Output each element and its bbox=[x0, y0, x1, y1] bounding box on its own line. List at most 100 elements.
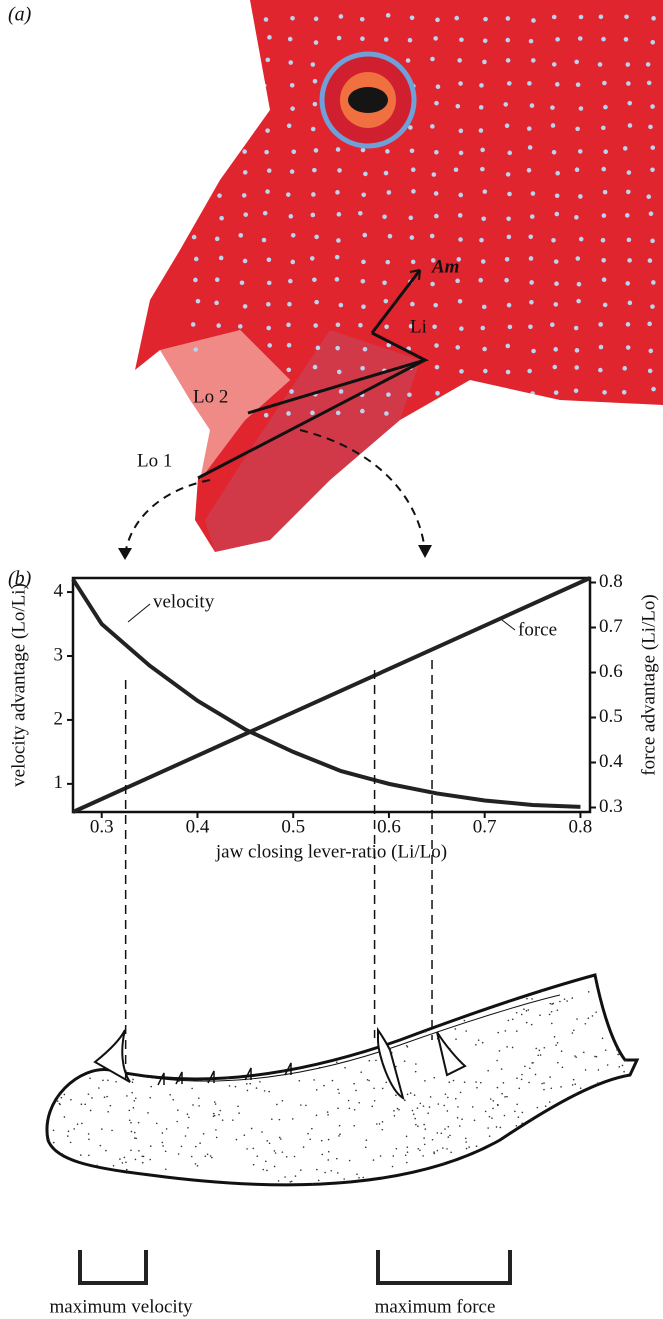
stipple bbox=[482, 1042, 484, 1044]
stipple bbox=[43, 978, 45, 980]
skin-spot bbox=[265, 128, 270, 133]
stipple bbox=[624, 1186, 626, 1188]
stipple bbox=[468, 1146, 470, 1148]
skin-spot bbox=[650, 40, 655, 45]
stipple bbox=[129, 1004, 131, 1006]
stipple bbox=[142, 1162, 144, 1164]
skin-spot bbox=[191, 322, 196, 327]
stipple bbox=[191, 1156, 193, 1158]
stipple bbox=[148, 1020, 150, 1022]
skin-spot bbox=[289, 214, 294, 219]
skin-spot bbox=[361, 279, 366, 284]
stipple bbox=[485, 1159, 487, 1161]
stipple bbox=[607, 1004, 609, 1006]
stipple bbox=[82, 1038, 84, 1040]
skin-spot bbox=[193, 106, 198, 111]
stipple bbox=[96, 970, 98, 972]
stipple bbox=[412, 1110, 414, 1112]
stipple bbox=[191, 1088, 193, 1090]
skin-spot bbox=[648, 369, 653, 374]
skin-spot bbox=[193, 83, 198, 88]
stipple bbox=[278, 1180, 280, 1182]
skin-spot bbox=[406, 58, 411, 63]
lever-label: Lo 1 bbox=[137, 450, 172, 471]
stipple bbox=[70, 1099, 72, 1101]
stipple bbox=[574, 1083, 576, 1085]
stipple bbox=[135, 975, 137, 977]
stipple bbox=[594, 1056, 596, 1058]
skin-spot bbox=[363, 172, 368, 177]
skin-spot bbox=[264, 17, 269, 22]
skin-spot bbox=[384, 325, 389, 330]
stipple bbox=[375, 1060, 377, 1062]
stipple bbox=[339, 1125, 341, 1127]
stipple bbox=[213, 1010, 215, 1012]
stipple bbox=[237, 1008, 239, 1010]
skin-spot bbox=[576, 82, 581, 87]
stipple bbox=[336, 977, 338, 979]
stipple bbox=[185, 1000, 187, 1002]
stipple bbox=[295, 1175, 297, 1177]
stipple bbox=[369, 1060, 371, 1062]
stipple bbox=[132, 1079, 134, 1081]
stipple bbox=[309, 985, 311, 987]
stipple bbox=[492, 1108, 494, 1110]
stipple bbox=[475, 1044, 477, 1046]
stipple bbox=[80, 1154, 82, 1156]
stipple bbox=[362, 997, 364, 999]
label-leader bbox=[128, 604, 150, 622]
skin-spot bbox=[267, 343, 272, 348]
skin-spot bbox=[628, 301, 633, 306]
stipple bbox=[244, 1134, 246, 1136]
skin-spot bbox=[434, 191, 439, 196]
skin-spot bbox=[527, 81, 532, 86]
stipple bbox=[300, 1104, 302, 1106]
skin-spot bbox=[337, 212, 342, 217]
stipple bbox=[218, 1070, 220, 1072]
stipple bbox=[490, 1098, 492, 1100]
stipple bbox=[544, 1120, 546, 1122]
stipple bbox=[534, 1174, 536, 1176]
stipple bbox=[307, 1133, 309, 1135]
skin-spot bbox=[624, 37, 629, 42]
stipple bbox=[165, 1168, 167, 1170]
skin-spot bbox=[459, 369, 464, 374]
stipple bbox=[457, 1117, 459, 1119]
stipple bbox=[280, 986, 282, 988]
stipple bbox=[411, 996, 413, 998]
stipple bbox=[40, 1033, 42, 1035]
skin-spot bbox=[505, 344, 510, 349]
stipple bbox=[60, 1062, 62, 1064]
stipple bbox=[578, 1149, 580, 1151]
stipple bbox=[574, 1055, 576, 1057]
stipple bbox=[327, 977, 329, 979]
stipple bbox=[108, 1020, 110, 1022]
stipple bbox=[564, 1150, 566, 1152]
stipple bbox=[370, 992, 372, 994]
skin-spot bbox=[482, 305, 487, 310]
skin-spot bbox=[265, 189, 270, 194]
stipple bbox=[259, 1041, 261, 1043]
stipple bbox=[225, 1062, 227, 1064]
skin-spot bbox=[531, 58, 536, 63]
stipple bbox=[139, 1015, 141, 1017]
stipple bbox=[396, 1148, 398, 1150]
stipple bbox=[88, 1093, 90, 1095]
stipple bbox=[51, 1092, 53, 1094]
skin-spot bbox=[479, 238, 484, 243]
stipple bbox=[549, 1101, 551, 1103]
stipple bbox=[103, 1051, 105, 1053]
stipple bbox=[69, 1001, 71, 1003]
stipple bbox=[201, 978, 203, 980]
stipple bbox=[627, 1155, 629, 1157]
stipple bbox=[90, 1110, 92, 1112]
stipple bbox=[539, 1163, 541, 1165]
stipple bbox=[214, 1101, 216, 1103]
skin-spot bbox=[385, 260, 390, 265]
stipple bbox=[531, 1024, 533, 1026]
stipple bbox=[586, 1157, 588, 1159]
skin-spot bbox=[553, 302, 558, 307]
skin-spot bbox=[623, 146, 628, 151]
skin-spot bbox=[603, 190, 608, 195]
stipple bbox=[105, 1003, 107, 1005]
